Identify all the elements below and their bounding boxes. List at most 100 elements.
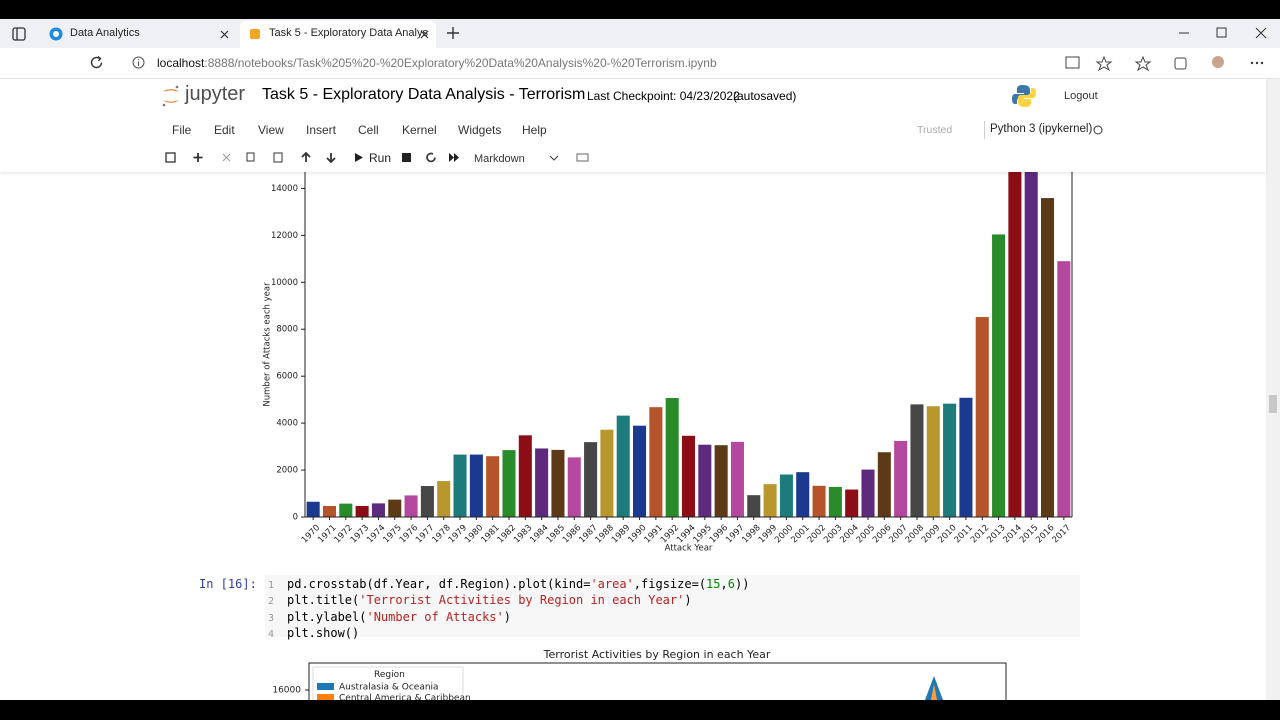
tab-title: Task 5 - Exploratory Data Analys xyxy=(269,27,428,39)
bar xyxy=(371,503,385,517)
code-cell[interactable] xyxy=(265,575,1080,637)
run-button[interactable]: Run xyxy=(369,151,392,165)
url-host: localhost xyxy=(157,56,205,70)
address-bar: localhost:8888/notebooks/Task%205%20-%20… xyxy=(0,48,1280,79)
tab[interactable]: Data Analytics xyxy=(40,21,236,48)
bar xyxy=(616,415,630,517)
tab-strip: Data Analytics Task 5 - Exploratory Data… xyxy=(0,19,1280,48)
bars xyxy=(306,172,1071,517)
active-tab[interactable]: Task 5 - Exploratory Data Analys xyxy=(240,21,436,48)
tab-close[interactable] xyxy=(420,30,429,39)
trusted-indicator[interactable]: Trusted xyxy=(917,124,953,136)
site-info[interactable] xyxy=(132,56,145,69)
jupyter-logo-text[interactable]: jupyter xyxy=(185,83,246,105)
tab-favicon xyxy=(49,27,63,41)
bar xyxy=(877,452,891,517)
bar xyxy=(649,407,663,517)
menu-item[interactable]: Widgets xyxy=(458,123,502,137)
bar xyxy=(992,234,1006,517)
separator xyxy=(984,121,985,139)
y-tick-label: 2000 xyxy=(276,466,298,476)
kernel-status xyxy=(1093,125,1103,135)
tab-favicon xyxy=(250,29,260,39)
cell-type-select[interactable]: Markdown xyxy=(474,153,525,165)
window-controls[interactable] xyxy=(1176,27,1270,39)
tab-actions-icon[interactable] xyxy=(12,27,26,41)
refresh-button[interactable] xyxy=(89,55,104,70)
python-logo xyxy=(1012,85,1036,107)
tab-close[interactable] xyxy=(220,30,229,39)
new-tab[interactable] xyxy=(446,26,460,40)
menu-item[interactable]: File xyxy=(172,123,192,137)
chart-title: Terrorist Activities by Region in each Y… xyxy=(543,648,771,661)
line-number: 1 xyxy=(268,580,275,591)
bar xyxy=(796,472,810,517)
line-number: 2 xyxy=(268,596,275,608)
scrollbar[interactable] xyxy=(1266,79,1280,700)
area-chart: Terrorist Activities by Region in each Y… xyxy=(272,648,1007,701)
kernel-name[interactable]: Python 3 (ipykernel) xyxy=(990,123,1093,135)
notebook-header: jupyter Task 5 - Exploratory Data Analys… xyxy=(0,79,1266,172)
code-line: 4 plt.show() xyxy=(268,626,749,642)
menu-item[interactable]: Edit xyxy=(214,123,235,137)
bar xyxy=(339,503,353,517)
code-line: 3 plt.ylabel('Number of Attacks') xyxy=(268,610,749,626)
notebook-title[interactable]: Task 5 - Exploratory Data Analysis - Ter… xyxy=(262,86,586,103)
code-line: 2 plt.title('Terrorist Activities by Regi… xyxy=(268,593,749,609)
bar xyxy=(306,501,320,517)
toolbar-icons[interactable] xyxy=(162,150,602,166)
top-black-bar xyxy=(0,0,1280,19)
jupyter-logo-icon xyxy=(162,85,179,107)
bar xyxy=(322,505,337,517)
y-axis-label: Number of Attacks each year xyxy=(263,282,273,407)
bar xyxy=(388,499,402,517)
bar xyxy=(600,429,614,517)
menu-item[interactable]: Cell xyxy=(358,123,379,137)
menu-item[interactable]: View xyxy=(258,123,284,137)
url[interactable]: localhost:8888/notebooks/Task%205%20-%20… xyxy=(157,56,717,70)
y-tick-label: 6000 xyxy=(276,372,298,382)
bar xyxy=(502,450,516,517)
y-tick-label: 14000 xyxy=(271,184,298,194)
line-number: 3 xyxy=(268,612,275,624)
y-tick-label: 10000 xyxy=(271,278,298,288)
bar xyxy=(535,448,549,517)
browser-toolbar-icons[interactable] xyxy=(1036,55,1266,71)
legend-title: Region xyxy=(374,670,405,680)
bar xyxy=(1040,198,1055,517)
legend-swatch xyxy=(317,694,334,700)
bar xyxy=(698,444,712,517)
menu-item[interactable]: Insert xyxy=(306,123,337,137)
bar xyxy=(551,449,565,517)
bar xyxy=(894,440,908,517)
bar xyxy=(975,317,989,517)
legend-swatch xyxy=(317,683,334,690)
bar xyxy=(420,486,434,517)
bar-chart: 1970197119721973197419751976197719781979… xyxy=(263,168,1073,554)
legend-box xyxy=(312,666,464,700)
bar xyxy=(779,474,793,517)
logout-button[interactable]: Logout xyxy=(1064,90,1098,102)
bar xyxy=(355,505,369,517)
bar xyxy=(665,398,679,517)
code-text: plt.ylabel('Number of Attacks') xyxy=(287,609,511,624)
y-tick-label: 0 xyxy=(293,513,298,523)
tab-title: Data Analytics xyxy=(70,27,140,39)
checkpoint: Last Checkpoint: 04/23/2022 xyxy=(587,89,740,103)
cell-prompt: In [16]: xyxy=(199,577,257,591)
bar xyxy=(469,454,483,517)
bar xyxy=(845,489,859,517)
bar xyxy=(633,425,647,517)
bar xyxy=(1008,172,1022,517)
bar xyxy=(486,456,500,517)
menu-item[interactable]: Help xyxy=(522,123,547,137)
bar xyxy=(404,495,418,517)
legend-label: Central America & Caribbean xyxy=(339,694,471,701)
menu-item[interactable]: Kernel xyxy=(402,123,437,137)
scrollbar-thumb[interactable] xyxy=(1269,395,1277,413)
y-tick-label: 4000 xyxy=(276,419,298,429)
bar xyxy=(1057,261,1071,517)
bar xyxy=(584,442,598,517)
bottom-black-bar xyxy=(0,700,1280,720)
code-text: pd.crosstab(df.Year, df.Region).plot(kin… xyxy=(287,577,750,591)
